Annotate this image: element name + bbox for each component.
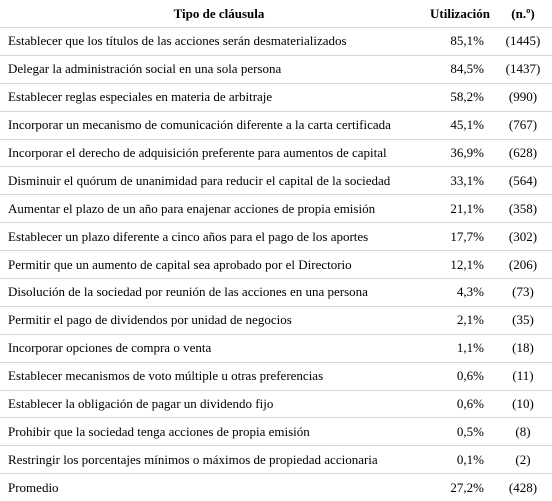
- usage-percent-cell: 12,1%: [430, 251, 494, 279]
- usage-percent-cell: 17,7%: [430, 223, 494, 251]
- table-row: Establecer la obligación de pagar un div…: [0, 390, 552, 418]
- table-row: Permitir el pago de dividendos por unida…: [0, 306, 552, 334]
- clause-name-cell: Aumentar el plazo de un año para enajena…: [0, 195, 430, 223]
- table-row: Incorporar el derecho de adquisición pre…: [0, 139, 552, 167]
- count-cell: (73): [494, 279, 552, 307]
- clause-name-cell: Establecer mecanismos de voto múltiple u…: [0, 362, 430, 390]
- usage-percent-cell: 1,1%: [430, 334, 494, 362]
- usage-percent-cell: 45,1%: [430, 111, 494, 139]
- header-row: Tipo de cláusula Utilización (n.º): [0, 0, 552, 28]
- table-row: Permitir que un aumento de capital sea a…: [0, 251, 552, 279]
- table-row: Incorporar un mecanismo de comunicación …: [0, 111, 552, 139]
- count-cell: (10): [494, 390, 552, 418]
- header-usage: Utilización: [430, 0, 494, 28]
- clause-name-cell: Establecer reglas especiales en materia …: [0, 83, 430, 111]
- usage-percent-cell: 85,1%: [430, 28, 494, 56]
- table-row: Establecer mecanismos de voto múltiple u…: [0, 362, 552, 390]
- clause-name-cell: Prohibir que la sociedad tenga acciones …: [0, 418, 430, 446]
- table-body: Establecer que los títulos de las accion…: [0, 28, 552, 501]
- clause-name-cell: Permitir el pago de dividendos por unida…: [0, 306, 430, 334]
- clause-name-cell: Disminuir el quórum de unanimidad para r…: [0, 167, 430, 195]
- table-row: Aumentar el plazo de un año para enajena…: [0, 195, 552, 223]
- count-cell: (1445): [494, 28, 552, 56]
- count-cell: (35): [494, 306, 552, 334]
- count-cell: (8): [494, 418, 552, 446]
- usage-percent-cell: 36,9%: [430, 139, 494, 167]
- table-row: Establecer que los títulos de las accion…: [0, 28, 552, 56]
- usage-percent-cell: 2,1%: [430, 306, 494, 334]
- header-clause-type: Tipo de cláusula: [0, 0, 430, 28]
- count-cell: (11): [494, 362, 552, 390]
- count-cell: (302): [494, 223, 552, 251]
- clause-name-cell: Promedio: [0, 474, 430, 501]
- usage-percent-cell: 0,5%: [430, 418, 494, 446]
- clause-name-cell: Establecer que los títulos de las accion…: [0, 28, 430, 56]
- table-row: Prohibir que la sociedad tenga acciones …: [0, 418, 552, 446]
- clause-name-cell: Incorporar opciones de compra o venta: [0, 334, 430, 362]
- clause-name-cell: Disolución de la sociedad por reunión de…: [0, 279, 430, 307]
- table-row: Establecer un plazo diferente a cinco añ…: [0, 223, 552, 251]
- clause-name-cell: Restringir los porcentajes mínimos o máx…: [0, 446, 430, 474]
- count-cell: (767): [494, 111, 552, 139]
- table-row: Restringir los porcentajes mínimos o máx…: [0, 446, 552, 474]
- usage-percent-cell: 4,3%: [430, 279, 494, 307]
- clause-name-cell: Delegar la administración social en una …: [0, 55, 430, 83]
- count-cell: (206): [494, 251, 552, 279]
- table-row: Establecer reglas especiales en materia …: [0, 83, 552, 111]
- count-cell: (2): [494, 446, 552, 474]
- clause-name-cell: Incorporar un mecanismo de comunicación …: [0, 111, 430, 139]
- count-cell: (628): [494, 139, 552, 167]
- count-cell: (564): [494, 167, 552, 195]
- usage-percent-cell: 33,1%: [430, 167, 494, 195]
- count-cell: (18): [494, 334, 552, 362]
- table-row: Delegar la administración social en una …: [0, 55, 552, 83]
- count-cell: (428): [494, 474, 552, 501]
- usage-percent-cell: 27,2%: [430, 474, 494, 501]
- count-cell: (358): [494, 195, 552, 223]
- usage-percent-cell: 0,6%: [430, 390, 494, 418]
- usage-percent-cell: 0,1%: [430, 446, 494, 474]
- table-row: Disolución de la sociedad por reunión de…: [0, 279, 552, 307]
- count-cell: (1437): [494, 55, 552, 83]
- usage-percent-cell: 84,5%: [430, 55, 494, 83]
- usage-percent-cell: 21,1%: [430, 195, 494, 223]
- clause-name-cell: Establecer un plazo diferente a cinco añ…: [0, 223, 430, 251]
- clause-name-cell: Establecer la obligación de pagar un div…: [0, 390, 430, 418]
- clause-name-cell: Incorporar el derecho de adquisición pre…: [0, 139, 430, 167]
- count-cell: (990): [494, 83, 552, 111]
- usage-percent-cell: 58,2%: [430, 83, 494, 111]
- header-count: (n.º): [494, 0, 552, 28]
- clause-name-cell: Permitir que un aumento de capital sea a…: [0, 251, 430, 279]
- table-header: Tipo de cláusula Utilización (n.º): [0, 0, 552, 28]
- usage-percent-cell: 0,6%: [430, 362, 494, 390]
- table-row: Disminuir el quórum de unanimidad para r…: [0, 167, 552, 195]
